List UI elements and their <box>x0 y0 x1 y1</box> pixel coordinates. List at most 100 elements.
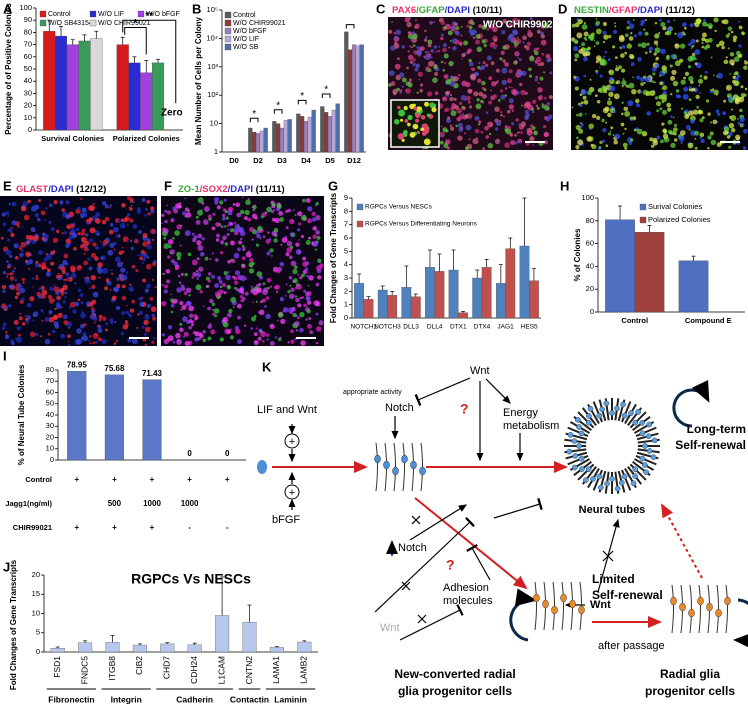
cell-stain <box>511 109 515 113</box>
cell-stain <box>116 261 123 268</box>
cell-stain <box>475 72 479 76</box>
panel-label: I <box>3 348 7 363</box>
cell-stain <box>593 45 596 47</box>
cell-stain <box>628 36 634 41</box>
cell-stain <box>312 241 319 247</box>
cell-stain <box>468 59 472 63</box>
cell-stain <box>730 30 734 34</box>
y-tick-label: 0 <box>36 647 40 656</box>
cell-stain <box>675 57 678 60</box>
cell-stain <box>195 284 202 291</box>
cell-stain <box>583 47 588 53</box>
cell-stain <box>614 25 617 28</box>
cell-stain <box>660 139 664 144</box>
cell-stain <box>583 36 587 40</box>
cell-stain <box>274 269 278 273</box>
cell-stain <box>161 333 165 337</box>
cell-stain <box>1 236 4 240</box>
cell-stain <box>22 281 25 284</box>
cell-stain <box>661 65 667 71</box>
cell-stain <box>295 297 300 303</box>
cell-stain <box>127 224 129 226</box>
cell-stain <box>180 272 184 276</box>
cell-stain <box>413 106 418 111</box>
cell-stain <box>111 295 117 301</box>
cell-stain <box>424 29 427 33</box>
cell-stain <box>163 236 167 240</box>
cell-stain <box>636 75 641 80</box>
cell-stain <box>662 133 669 139</box>
cell-stain <box>694 62 698 66</box>
nucleus <box>569 599 576 609</box>
cell-stain <box>45 253 52 260</box>
cell-stain <box>504 125 508 129</box>
cell-stain <box>433 65 438 70</box>
cell-stain <box>493 38 498 43</box>
cell-stain <box>243 216 248 221</box>
cell-stain <box>232 203 236 206</box>
diagram-label: ? <box>446 557 455 573</box>
cell-stain <box>146 244 152 250</box>
cell-stain <box>445 78 452 85</box>
cell-stain <box>300 234 304 239</box>
cell-stain <box>45 266 48 270</box>
cell-stain <box>673 19 676 22</box>
cell-stain <box>14 279 17 282</box>
cell-stain <box>529 17 533 21</box>
cell-stain <box>410 38 414 41</box>
cell-stain <box>258 309 265 316</box>
cell-stain <box>707 112 711 116</box>
table-cell: + <box>225 475 230 484</box>
significance-bracket <box>345 24 355 29</box>
cell-stain <box>490 61 495 66</box>
cell-stain <box>537 87 543 93</box>
cell-stain <box>400 118 404 122</box>
cell-stain <box>659 74 662 77</box>
cell-stain <box>578 112 583 117</box>
cell-stain <box>467 100 471 104</box>
cell-stain <box>692 88 696 92</box>
cell-stain <box>170 219 174 223</box>
cell-stain <box>161 222 163 224</box>
cell-stain <box>690 47 693 49</box>
cell-stain <box>59 288 65 293</box>
cell-stain <box>718 40 725 47</box>
cell-stain <box>615 81 618 85</box>
x-tick-label: CIB2 <box>134 656 144 675</box>
legend-swatch <box>356 203 364 211</box>
cell-stain <box>622 142 628 148</box>
cell-stain <box>271 255 273 257</box>
cell-stain <box>142 226 145 228</box>
y-tick-label: 1 <box>344 300 348 309</box>
cell-stain <box>318 320 324 326</box>
cell-stain <box>620 53 625 58</box>
cell-stain <box>633 34 637 38</box>
cell-stain <box>696 105 700 109</box>
cell-stain <box>644 31 649 36</box>
cell-stain <box>227 260 231 264</box>
cell-stain <box>21 226 24 228</box>
cell-stain <box>169 252 172 254</box>
cell-stain <box>129 308 135 313</box>
annotation: ** <box>145 11 153 22</box>
cell-stain <box>170 293 173 296</box>
cell-stain <box>710 89 712 91</box>
cell-stain <box>606 100 613 106</box>
cell-stain <box>601 60 608 66</box>
cell-stain <box>500 20 505 25</box>
cell-stain <box>659 18 662 22</box>
cell-stain <box>234 286 237 290</box>
cell-stain <box>197 197 204 204</box>
cell-stain <box>256 287 262 294</box>
cell-stain <box>460 25 463 28</box>
cell-stain <box>683 33 686 36</box>
cell-stain <box>494 106 500 112</box>
cell-stain <box>668 129 673 134</box>
cell-stain <box>274 285 278 290</box>
cell-stain <box>142 233 148 238</box>
cell-stain <box>237 303 242 309</box>
cell-stain <box>492 26 498 33</box>
cell-stain <box>43 257 48 262</box>
cell-stain <box>405 88 411 94</box>
cell-stain <box>651 66 657 72</box>
